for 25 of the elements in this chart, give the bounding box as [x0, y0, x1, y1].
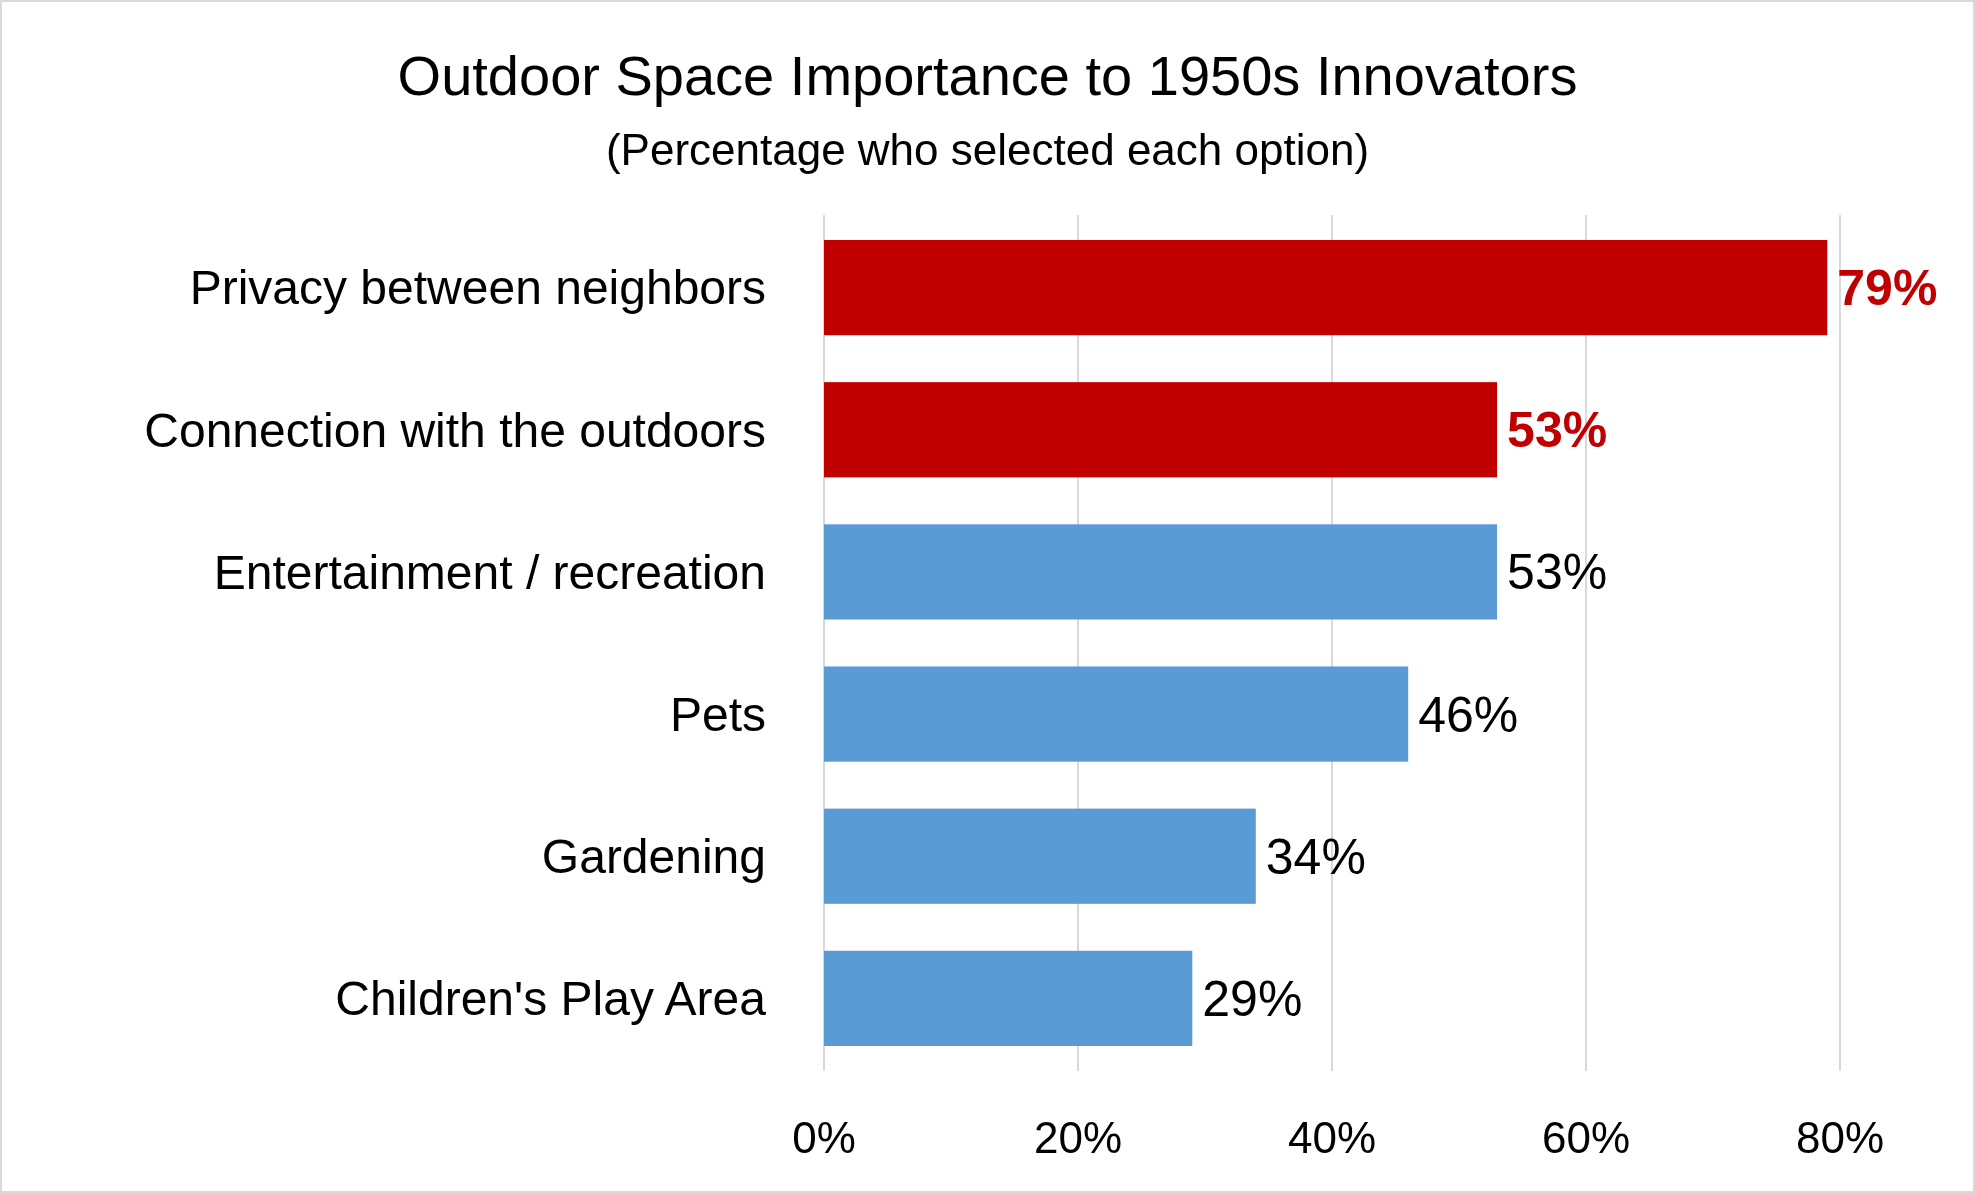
x-tick-label: 40% — [1287, 1113, 1377, 1163]
x-tick-label: 60% — [1541, 1113, 1631, 1163]
y-tick-label: Entertainment / recreation — [213, 545, 766, 599]
bar — [824, 808, 1256, 904]
y-tick-label: Children's Play Area — [335, 972, 767, 1026]
data-label: 46% — [1418, 686, 1519, 743]
bar — [824, 240, 1828, 336]
data-label: 79% — [1837, 260, 1938, 317]
data-label: 34% — [1265, 828, 1366, 885]
y-tick-label: Privacy between neighbors — [189, 261, 766, 315]
bar — [824, 950, 1193, 1046]
chart-subtitle: (Percentage who selected each option) — [605, 125, 1370, 174]
chart-title: Outdoor Space Importance to 1950s Innovators — [397, 44, 1578, 107]
x-tick-label: 0% — [792, 1113, 856, 1163]
data-label: 53% — [1507, 544, 1608, 601]
bar — [824, 382, 1498, 478]
y-tick-label: Gardening — [541, 830, 766, 884]
y-tick-label: Connection with the outdoors — [144, 403, 766, 457]
x-tick-label: 80% — [1795, 1113, 1885, 1163]
bar — [824, 666, 1409, 762]
data-label: 29% — [1202, 970, 1303, 1027]
y-tick-label: Pets — [669, 687, 766, 741]
data-label: 53% — [1507, 402, 1608, 459]
x-tick-label: 20% — [1033, 1113, 1123, 1163]
bar — [824, 524, 1498, 620]
